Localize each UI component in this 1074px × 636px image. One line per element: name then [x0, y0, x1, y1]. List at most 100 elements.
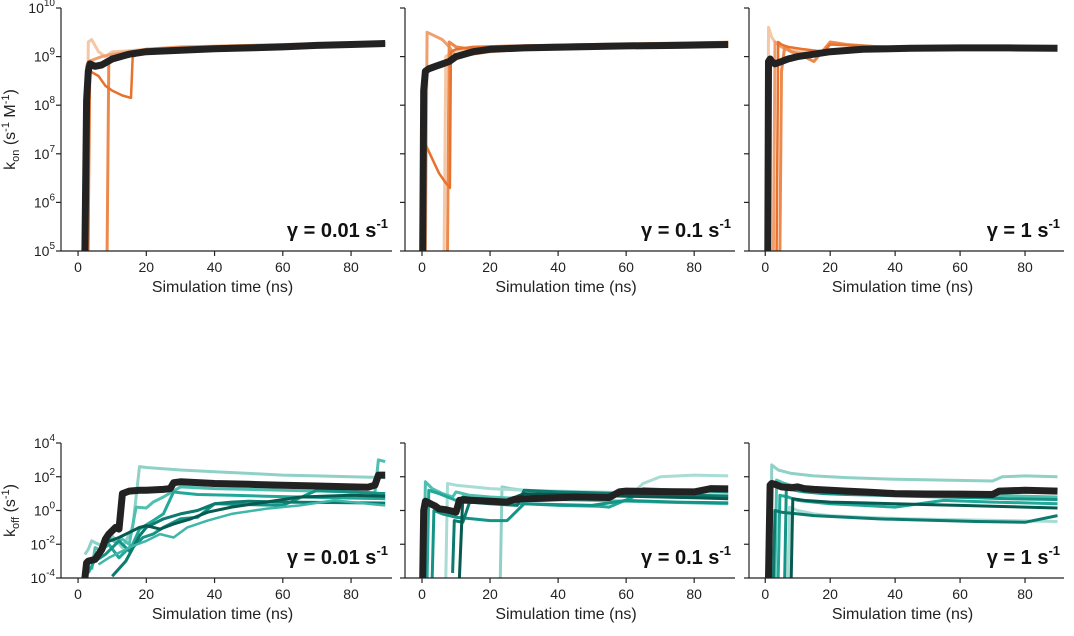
x-tick-label: 0 [761, 259, 769, 275]
gamma-annotation: γ = 1 s-1 [987, 216, 1060, 242]
y-tick-label: 100 [34, 501, 56, 519]
x-tick-label: 80 [343, 586, 359, 602]
x-tick-label: 0 [418, 259, 426, 275]
y-tick-label: 104 [34, 433, 56, 451]
x-axis-title: Simulation time (ns) [152, 279, 293, 296]
y-axis-title: kon (s-1 M-1) [0, 89, 22, 170]
gamma-annotation: γ = 0.01 s-1 [287, 216, 388, 242]
x-tick-label: 60 [952, 586, 968, 602]
x-axis-title: Simulation time (ns) [495, 606, 636, 623]
y-tick-exponent: 8 [49, 95, 55, 106]
panel-koff-0.1: 0 20 40 60 80 Simulation time (ns) γ = 0.1 s-1 [400, 442, 735, 623]
x-tick-label: 20 [482, 259, 498, 275]
series-line-mean [419, 485, 729, 579]
x-tick-label: 0 [74, 586, 82, 602]
gamma-annotation-superscript: -1 [1048, 216, 1060, 231]
series-group [419, 473, 729, 579]
y-tick-base: 10 [34, 503, 50, 519]
gamma-annotation-text: γ = 1 s [987, 547, 1049, 569]
gamma-annotation: γ = 0.1 s-1 [641, 216, 731, 242]
series-line-replica-6 [771, 509, 1058, 579]
gamma-annotation-text: γ = 1 s [987, 220, 1049, 242]
y-tick-label: 108 [34, 95, 56, 113]
x-tick-label: 40 [550, 586, 566, 602]
gamma-annotation-superscript: -1 [376, 543, 388, 558]
gamma-annotation-superscript: -1 [376, 216, 388, 231]
gamma-annotation-text: γ = 0.1 s [641, 220, 719, 242]
x-tick-label: 0 [74, 259, 82, 275]
y-tick-label: 107 [34, 144, 56, 162]
x-tick-label: 80 [1017, 586, 1033, 602]
x-tick-label: 40 [887, 586, 903, 602]
y-tick-base: 10 [34, 49, 50, 65]
y-tick-base: 10 [34, 146, 50, 162]
y-label-close: ) [2, 484, 19, 489]
gamma-annotation-superscript: -1 [1048, 543, 1060, 558]
x-axis-title: Simulation time (ns) [832, 606, 973, 623]
series-line-mean [764, 44, 1058, 252]
x-axis-title: Simulation time (ns) [495, 279, 636, 296]
x-axis-title: Simulation time (ns) [832, 279, 973, 296]
y-tick-label: 106 [34, 192, 56, 210]
gamma-annotation: γ = 1 s-1 [987, 543, 1060, 569]
y-tick-exponent: 0 [49, 501, 55, 512]
y-label-symbol: k [2, 161, 19, 170]
y-label-close: ) [2, 89, 19, 94]
gamma-annotation-superscript: -1 [719, 543, 731, 558]
x-axis-title: Simulation time (ns) [152, 606, 293, 623]
y-label-symbol: k [2, 528, 19, 537]
y-tick-exponent: 10 [44, 0, 56, 9]
x-tick-label: 0 [761, 586, 769, 602]
series-group [764, 25, 1058, 252]
x-tick-label: 60 [275, 586, 291, 602]
y-tick-base: 10 [34, 97, 50, 113]
y-tick-base: 10 [28, 0, 44, 16]
gamma-annotation-text: γ = 0.01 s [287, 220, 377, 242]
series-line-replica-2 [423, 30, 729, 252]
y-label-units: (s [2, 499, 19, 517]
gamma-annotation: γ = 0.01 s-1 [287, 543, 388, 569]
y-tick-label: 10-2 [31, 534, 56, 552]
y-tick-exponent: 5 [49, 241, 55, 252]
y-label-units-mid: M [2, 104, 19, 122]
gamma-annotation-text: γ = 0.01 s [287, 547, 377, 569]
y-axis-title: koff (s-1) [0, 484, 22, 537]
x-tick-label: 40 [550, 259, 566, 275]
y-label-units: (s [2, 132, 19, 150]
y-tick-label: 109 [34, 47, 56, 65]
x-tick-label: 60 [618, 586, 634, 602]
x-tick-label: 80 [686, 586, 702, 602]
y-tick-exponent: 9 [49, 47, 55, 58]
x-tick-label: 40 [207, 259, 223, 275]
y-label-subscript: on [10, 150, 22, 162]
series-group [419, 30, 729, 252]
x-tick-label: 60 [275, 259, 291, 275]
y-tick-label: 102 [34, 467, 56, 485]
series-group [81, 458, 386, 579]
x-tick-label: 60 [952, 259, 968, 275]
y-tick-exponent: 4 [49, 433, 55, 444]
y-tick-base: 10 [31, 570, 47, 586]
x-tick-label: 60 [618, 259, 634, 275]
y-tick-base: 10 [34, 469, 50, 485]
y-tick-exponent: -4 [46, 568, 55, 579]
y-label-subscript: off [10, 516, 22, 529]
y-label-superscript: -1 [0, 489, 12, 499]
x-tick-label: 80 [343, 259, 359, 275]
y-tick-base: 10 [34, 435, 50, 451]
x-tick-label: 20 [139, 586, 155, 602]
panel-koff-1: 0 20 40 60 80 Simulation time (ns) γ = 1 s-1 [744, 442, 1064, 623]
series-line-replica-7 [789, 497, 1058, 579]
y-tick-base: 10 [31, 536, 47, 552]
series-line-mean [419, 41, 729, 252]
series-line-mean [81, 40, 386, 252]
x-tick-label: 80 [1017, 259, 1033, 275]
gamma-annotation-text: γ = 0.1 s [641, 547, 719, 569]
y-tick-exponent: 6 [49, 192, 55, 203]
y-tick-exponent: 2 [49, 467, 55, 478]
y-label-superscript-2: -1 [0, 94, 12, 104]
x-tick-label: 40 [887, 259, 903, 275]
